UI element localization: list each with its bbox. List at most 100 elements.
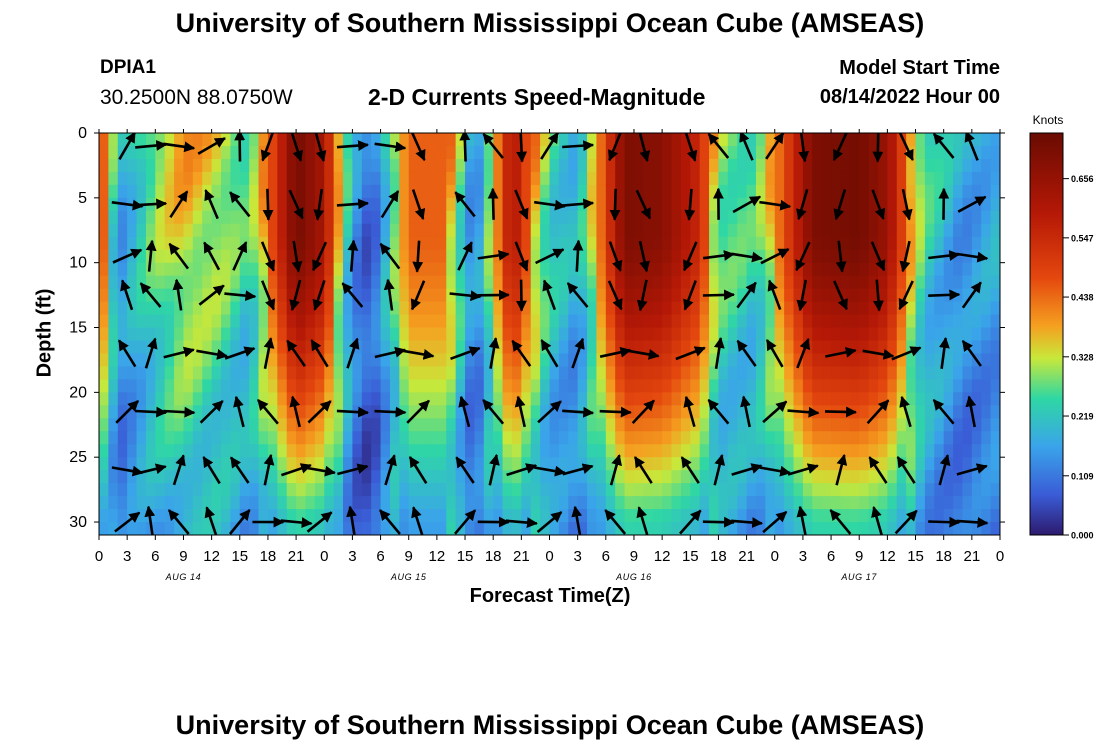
heatmap-cell xyxy=(230,509,241,523)
heatmap-cell xyxy=(915,509,926,523)
heatmap-cell xyxy=(117,171,128,186)
heatmap-cell xyxy=(896,197,907,212)
heatmap-cell xyxy=(596,145,607,160)
heatmap-cell xyxy=(718,431,729,445)
heatmap-cell xyxy=(812,327,823,342)
heatmap-cell xyxy=(915,223,926,238)
current-vector-arrow xyxy=(337,463,369,476)
heatmap-cell xyxy=(108,275,119,290)
heatmap-cell xyxy=(568,223,579,238)
heatmap-cell xyxy=(737,496,748,510)
heatmap-cell xyxy=(643,236,654,251)
heatmap-cell xyxy=(868,288,879,303)
heatmap-cell xyxy=(915,275,926,290)
heatmap-cell xyxy=(277,509,288,523)
heatmap-cell xyxy=(192,470,203,484)
heatmap-cell xyxy=(99,301,109,316)
heatmap-cell xyxy=(990,405,1000,419)
heatmap-cell xyxy=(239,197,250,212)
current-vector-arrow xyxy=(679,509,702,535)
heatmap-cell xyxy=(849,483,860,497)
heatmap-cell xyxy=(371,483,382,497)
heatmap-cell xyxy=(887,327,898,342)
heatmap-cell xyxy=(446,405,457,419)
heatmap-cell xyxy=(446,522,457,535)
heatmap-cell xyxy=(774,483,785,497)
heatmap-cell xyxy=(305,236,316,251)
heatmap-cell xyxy=(371,431,382,445)
heatmap-cell xyxy=(155,249,166,264)
heatmap-cell xyxy=(221,470,231,484)
heatmap-cell xyxy=(577,184,588,199)
heatmap-cell xyxy=(277,405,288,419)
heatmap-cell xyxy=(277,171,288,186)
heatmap-cell xyxy=(755,171,766,186)
heatmap-cell xyxy=(249,301,260,316)
heatmap-cell xyxy=(924,418,935,432)
current-vector-arrow xyxy=(383,278,395,311)
heatmap-cell xyxy=(399,171,410,186)
heatmap-cell xyxy=(258,340,269,355)
heatmap-cell xyxy=(755,197,766,212)
heatmap-cell xyxy=(624,327,635,342)
heatmap-cell xyxy=(652,314,663,329)
heatmap-cell xyxy=(99,457,109,471)
heatmap-cell xyxy=(211,392,222,406)
heatmap-cell xyxy=(455,431,466,445)
heatmap-cell xyxy=(408,210,419,225)
heatmap-cell xyxy=(568,483,579,497)
heatmap-cell xyxy=(380,418,391,432)
heatmap-cell xyxy=(183,509,194,523)
current-vector-arrow xyxy=(638,240,650,273)
heatmap-cell xyxy=(568,133,579,147)
heatmap-cell xyxy=(709,158,720,173)
heatmap-cell xyxy=(624,197,635,212)
heatmap-cell xyxy=(765,366,776,380)
heatmap-cell xyxy=(746,496,757,510)
heatmap-cell xyxy=(906,301,917,316)
heatmap-cell xyxy=(558,210,569,225)
heatmap-cell xyxy=(549,340,560,355)
heatmap-cell xyxy=(643,288,654,303)
heatmap-cell xyxy=(962,275,973,290)
heatmap-cell xyxy=(296,483,307,497)
heatmap-cell xyxy=(408,405,419,419)
heatmap-cell xyxy=(868,340,879,355)
heatmap-cell xyxy=(549,470,560,484)
heatmap-cell xyxy=(981,275,992,290)
heatmap-cell xyxy=(474,314,485,329)
current-vector-arrow xyxy=(260,280,276,311)
heatmap-cell xyxy=(258,262,269,277)
heatmap-cell xyxy=(793,288,804,303)
heatmap-cell xyxy=(831,444,842,458)
heatmap-cell xyxy=(915,133,926,147)
heatmap-cell xyxy=(624,133,635,147)
heatmap-cell xyxy=(981,210,992,225)
heatmap-cell xyxy=(906,522,917,535)
heatmap-cell xyxy=(765,431,776,445)
heatmap-cell xyxy=(108,496,119,510)
heatmap-cell xyxy=(436,353,447,368)
heatmap-cell xyxy=(399,457,410,471)
heatmap-cell xyxy=(793,496,804,510)
heatmap-cell xyxy=(418,171,429,186)
heatmap-cell xyxy=(333,184,344,199)
heatmap-cell xyxy=(821,184,832,199)
heatmap-cell xyxy=(605,249,616,264)
heatmap-cell xyxy=(859,210,870,225)
heatmap-cell xyxy=(558,483,569,497)
heatmap-cell xyxy=(530,314,541,329)
current-vector-arrow xyxy=(894,509,918,535)
heatmap-cell xyxy=(643,392,654,406)
heatmap-cell xyxy=(633,392,644,406)
heatmap-cell xyxy=(267,366,278,380)
heatmap-cell xyxy=(896,405,907,419)
heatmap-cell xyxy=(108,431,119,445)
heatmap-cell xyxy=(277,133,288,147)
heatmap-cell xyxy=(812,314,823,329)
heatmap-cell xyxy=(765,496,776,510)
heatmap-cell xyxy=(258,509,269,523)
heatmap-cell xyxy=(277,392,288,406)
heatmap-cell xyxy=(127,236,138,251)
